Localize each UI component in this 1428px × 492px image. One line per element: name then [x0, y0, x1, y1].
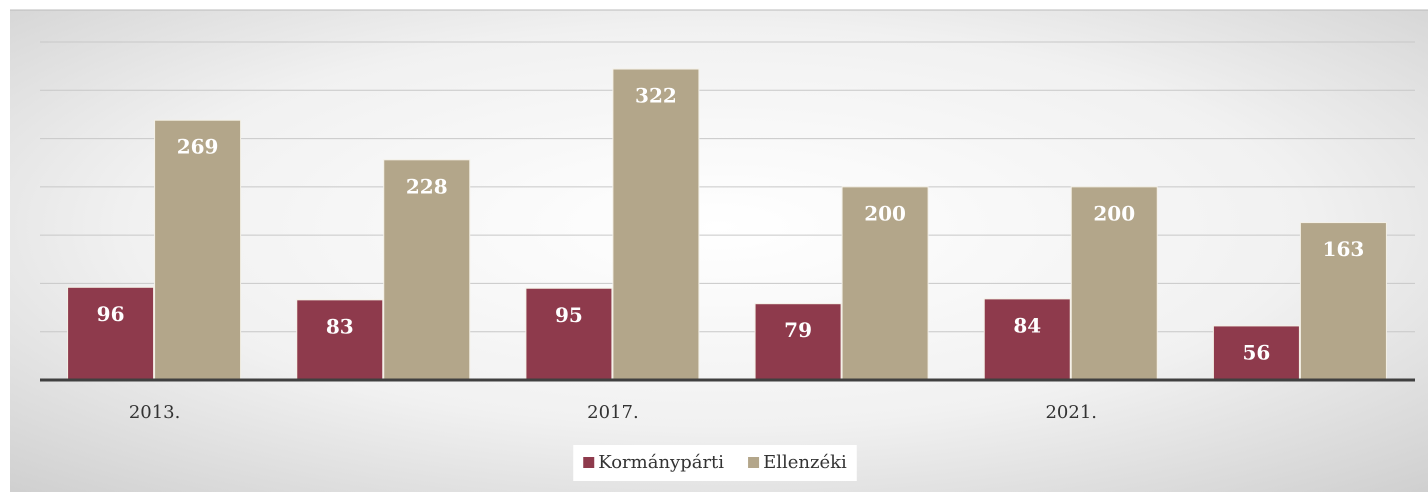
bar [154, 119, 242, 381]
legend-swatch [748, 457, 760, 468]
bar [754, 303, 842, 381]
bar [67, 286, 155, 381]
data-label: 200 [864, 201, 906, 225]
bar [525, 287, 613, 381]
bar [841, 186, 929, 381]
legend-swatch [583, 457, 595, 468]
bar [1212, 325, 1300, 381]
bar [383, 159, 471, 381]
x-tick-label: 2017. [587, 402, 639, 423]
bar [983, 298, 1071, 381]
data-label: 200 [1093, 201, 1135, 225]
bar [612, 68, 700, 381]
x-tick-label: 2021. [1045, 402, 1097, 423]
data-label: 83 [326, 314, 354, 338]
data-label: 163 [1323, 237, 1365, 261]
data-label: 322 [635, 84, 677, 108]
legend-label: Kormánypárti [598, 452, 724, 473]
data-label: 95 [555, 303, 583, 327]
data-label: 84 [1013, 313, 1041, 337]
data-label: 79 [784, 318, 812, 342]
bar [1299, 222, 1387, 381]
data-label: 96 [97, 302, 125, 326]
bar [1070, 186, 1158, 381]
data-label: 269 [177, 135, 219, 159]
x-tick-label: 2013. [129, 402, 181, 423]
legend-label: Ellenzéki [763, 452, 847, 473]
bar [296, 299, 384, 381]
legend-background [573, 445, 857, 481]
data-label: 56 [1242, 340, 1270, 364]
data-label: 228 [406, 174, 448, 198]
legend: Kormánypárti Ellenzéki [573, 445, 857, 481]
